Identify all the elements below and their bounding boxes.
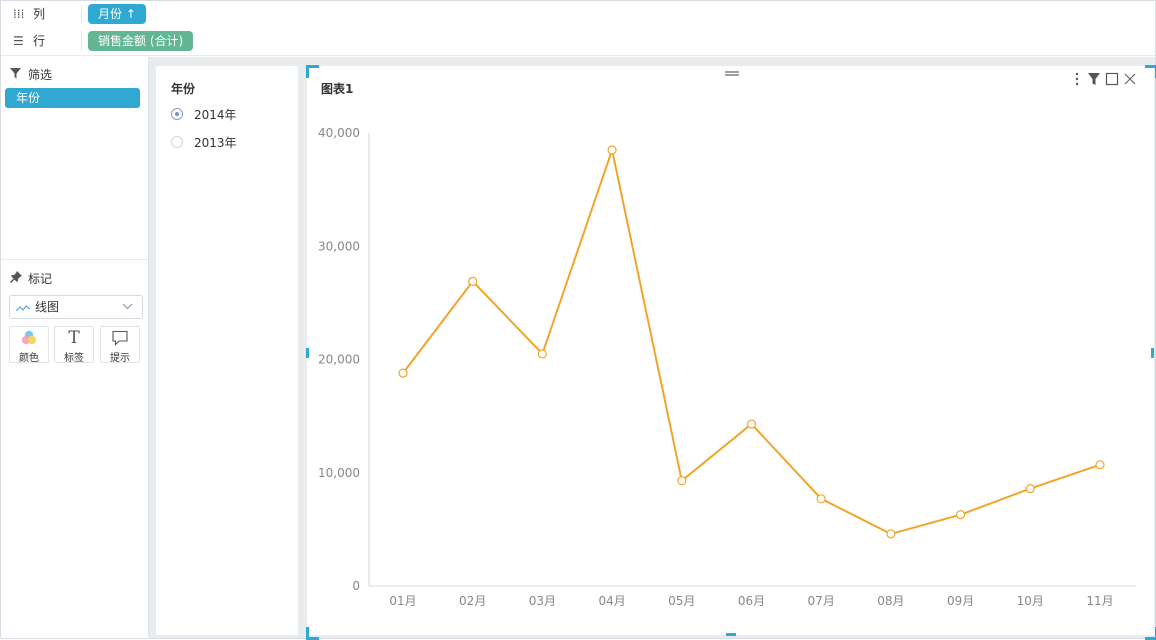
shelf-divider: [81, 32, 82, 51]
label-mark-label: 标签: [64, 353, 84, 364]
year-filter-chip[interactable]: 年份: [5, 88, 140, 108]
filter-title-text: 筛选: [28, 68, 53, 82]
y-tick-label: 20,000: [318, 353, 360, 367]
label-mark-button[interactable]: T 标签: [54, 326, 94, 364]
resize-handle-bottom-left[interactable]: [306, 627, 319, 640]
y-tick-label: 0: [352, 579, 360, 593]
filter-section-title: 筛选: [10, 66, 52, 83]
x-tick-label: 01月: [389, 594, 416, 608]
rows-shelf-label: ☰ 行: [13, 28, 79, 55]
sales-amount-pill[interactable]: 销售金额 (合计): [88, 31, 194, 51]
x-tick-label: 04月: [598, 594, 625, 608]
rows-shelf: ☰ 行 销售金额 (合计): [1, 28, 1155, 56]
columns-icon: ⁞⁞⁞: [13, 7, 25, 21]
resize-handle-bottom-right[interactable]: [1145, 627, 1156, 640]
more-options-icon[interactable]: [1075, 72, 1079, 86]
data-point: [955, 510, 966, 520]
radio-button-selected[interactable]: [171, 108, 183, 120]
color-mark-button[interactable]: 颜色: [9, 326, 49, 364]
radio-option-label: 2013年: [194, 136, 237, 150]
columns-shelf-label: ⁞⁞⁞ 列: [13, 1, 79, 28]
mark-type-value: 线图: [35, 300, 60, 314]
drag-handle-icon[interactable]: [725, 67, 739, 81]
marks-title-text: 标记: [28, 272, 53, 286]
tooltip-mark-label: 提示: [110, 353, 130, 364]
y-tick-label: 30,000: [318, 239, 360, 253]
radio-button[interactable]: [171, 136, 183, 148]
resize-handle-top-right[interactable]: [1145, 65, 1156, 78]
pin-icon: [10, 271, 24, 286]
data-point: [746, 419, 757, 429]
resize-handle-left[interactable]: [306, 348, 309, 358]
tooltip-mark-button[interactable]: 提示: [100, 326, 140, 364]
radio-option-label: 2014年: [194, 108, 237, 122]
data-point: [537, 349, 547, 359]
resize-handle-right[interactable]: [1151, 348, 1154, 358]
data-point: [607, 145, 617, 155]
line-chart: 0 10,000 20,000 30,000 40,000 01月 02月 03月 04月 05…: [318, 126, 1136, 608]
columns-label-text: 列: [33, 7, 46, 21]
year-filter-card: 年份 2014年 2013年: [156, 66, 298, 635]
x-tick-label: 05月: [668, 594, 695, 608]
resize-handle-top-left[interactable]: [306, 65, 319, 78]
month-field-pill[interactable]: 月份 ↑: [88, 4, 146, 24]
chart-title: 图表1: [321, 82, 354, 96]
rows-label-text: 行: [33, 34, 46, 48]
maximize-icon[interactable]: [1105, 72, 1119, 86]
series-line: [402, 148, 1101, 535]
data-point: [886, 529, 896, 539]
y-axis: 0 10,000 20,000 30,000 40,000: [318, 126, 370, 593]
x-tick-label: 07月: [808, 594, 835, 608]
chart-card: 图表1 0 10,000 20,000 30,000 40,000 01月 02月 03月 0…: [307, 66, 1154, 635]
left-panel: 筛选 年份 标记 线图 颜色 T 标签 提示: [1, 57, 149, 637]
shelf-divider: [81, 5, 82, 24]
x-tick-label: 10月: [1017, 594, 1044, 608]
funnel-icon[interactable]: [1088, 73, 1100, 85]
x-axis: 01月 02月 03月 04月 05月 06月 07月 08月 09月 10月 11月: [369, 585, 1136, 608]
chart-toolbar: [1074, 71, 1144, 87]
series-sales: [398, 145, 1105, 539]
y-tick-label: 10,000: [318, 466, 360, 480]
data-point: [398, 368, 408, 378]
data-point: [1095, 460, 1105, 470]
data-point: [1025, 484, 1035, 494]
panel-divider: [1, 259, 148, 260]
data-point: [677, 476, 687, 486]
color-palette-icon: [10, 329, 48, 350]
marks-section-title: 标记: [10, 270, 52, 287]
chevron-down-icon: [122, 301, 133, 315]
x-tick-label: 08月: [877, 594, 904, 608]
close-icon[interactable]: [1124, 73, 1136, 85]
resize-handle-bottom[interactable]: [726, 633, 736, 636]
x-tick-label: 02月: [459, 594, 486, 608]
data-point: [816, 494, 826, 504]
speech-bubble-icon: [101, 329, 139, 350]
mark-type-select[interactable]: 线图: [9, 295, 143, 319]
rows-icon: ☰: [13, 34, 24, 48]
line-chart-icon: [15, 302, 31, 316]
data-point: [468, 276, 478, 286]
x-tick-label: 03月: [529, 594, 556, 608]
y-tick-label: 40,000: [318, 126, 360, 140]
x-tick-label: 11月: [1086, 594, 1113, 608]
funnel-icon: [10, 68, 24, 82]
text-t-icon: T: [68, 328, 80, 348]
filter-card-title: 年份: [171, 82, 196, 96]
color-mark-label: 颜色: [19, 353, 39, 364]
columns-shelf: ⁞⁞⁞ 列 月份 ↑: [1, 1, 1155, 29]
x-tick-label: 06月: [738, 594, 765, 608]
x-tick-label: 09月: [947, 594, 974, 608]
